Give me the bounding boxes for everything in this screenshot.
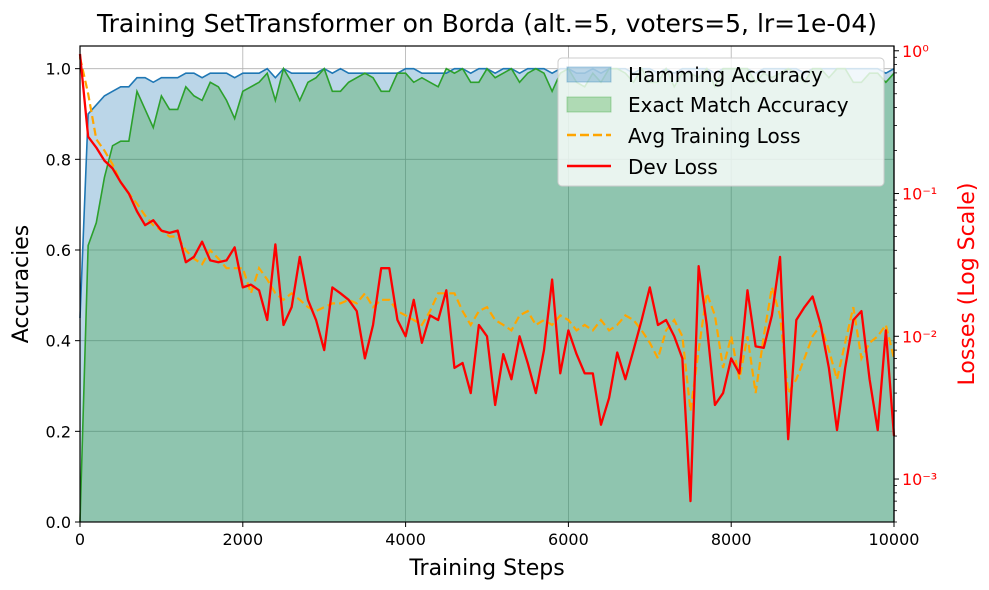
y2-tick-label: 10⁻³ [902,470,937,489]
legend: Hamming Accuracy Exact Match Accuracy Av… [557,57,885,187]
x-tick-label: 8000 [711,530,752,549]
x-axis: 0 2000 4000 6000 8000 10000 [75,522,920,549]
avg-training-loss-line [78,57,896,412]
legend-frame [557,57,885,187]
chart-title: Training SetTransformer on Borda (alt.=5… [96,9,877,38]
legend-item-hamming: Hamming Accuracy [566,63,823,87]
x-tick-label: 0 [75,530,85,549]
x-tick-label: 6000 [548,530,589,549]
y-axis-label: Accuracies [9,225,34,344]
x-axis-label: Training Steps [408,556,564,581]
y-tick-label: 1.0 [46,60,71,79]
y-tick-label: 0.8 [46,150,71,169]
y2-tick-label: 10⁻² [902,327,937,346]
y2-tick-label: 10⁰ [902,42,929,61]
y2-axis: 10⁻³ 10⁻² 10⁻¹ 10⁰ [894,42,937,523]
legend-item-exact: Exact Match Accuracy [566,93,849,117]
legend-label-train-loss: Avg Training Loss [628,124,801,148]
x-tick-label: 2000 [222,530,263,549]
y-tick-label: 0.0 [46,513,71,532]
legend-swatch-exact [566,96,612,113]
dev-loss-line [78,53,896,503]
legend-item-train-loss: Avg Training Loss [567,124,801,148]
y-tick-label: 0.6 [46,241,71,260]
y-axis: 0.0 0.2 0.4 0.6 0.8 1.0 [46,60,80,532]
y-tick-label: 0.4 [46,332,71,351]
legend-label-dev-loss: Dev Loss [628,155,718,179]
x-tick-label: 10000 [869,530,920,549]
legend-item-dev-loss: Dev Loss [567,155,718,179]
y2-tick-label: 10⁻¹ [902,185,937,204]
x-tick-label: 4000 [385,530,426,549]
y2-axis-label: Losses (Log Scale) [955,183,980,386]
legend-swatch-hamming [566,66,612,83]
legend-label-hamming: Hamming Accuracy [628,63,823,87]
legend-label-exact: Exact Match Accuracy [628,93,849,117]
y-tick-label: 0.2 [46,422,71,441]
